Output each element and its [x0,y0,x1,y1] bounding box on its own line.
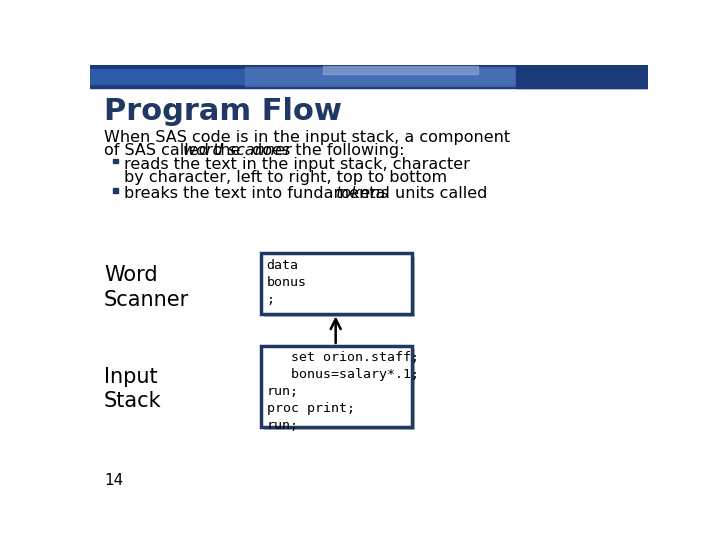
Text: tokens: tokens [336,186,390,201]
Bar [113,188,118,193]
Text: by character, left to right, top to bottom: by character, left to right, top to bott… [124,170,447,185]
Text: Input
Stack: Input Stack [104,367,161,411]
Bar [323,66,477,74]
Text: of SAS called the: of SAS called the [104,143,246,158]
Bar [113,159,118,164]
Text: Program Flow: Program Flow [104,97,342,126]
Text: Word
Scanner: Word Scanner [104,265,189,310]
Text: When SAS code is in the input stack, a component: When SAS code is in the input stack, a c… [104,130,510,145]
Text: does the following:: does the following: [248,143,405,158]
Text: set orion.staff;
   bonus=salary*.1;
run;
proc print;
run;: set orion.staff; bonus=salary*.1; run; p… [266,351,419,432]
FancyBboxPatch shape [264,349,415,430]
FancyBboxPatch shape [264,256,415,316]
Text: 14: 14 [104,473,123,488]
Bar [90,69,648,84]
Text: breaks the text into fundamental units called: breaks the text into fundamental units c… [124,186,492,201]
FancyBboxPatch shape [261,253,412,314]
Text: data
bonus
;: data bonus ; [266,259,307,306]
Text: reads the text in the input stack, character: reads the text in the input stack, chara… [124,157,470,172]
Bar [245,67,516,85]
Bar [516,65,648,88]
FancyBboxPatch shape [261,346,412,427]
Text: word scanner: word scanner [183,143,292,158]
Bar [90,65,648,88]
